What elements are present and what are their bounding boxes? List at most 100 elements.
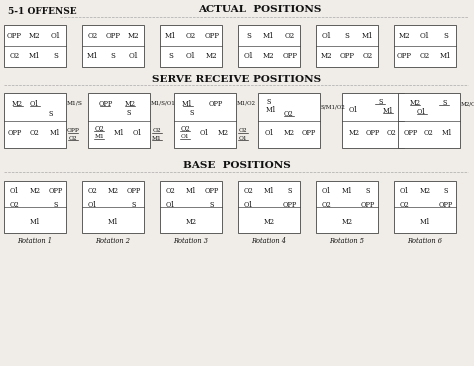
Text: M1: M1 bbox=[164, 31, 176, 40]
Text: BASE  POSITIONS: BASE POSITIONS bbox=[183, 161, 291, 171]
Bar bbox=[238, 181, 300, 233]
Text: O1: O1 bbox=[30, 100, 40, 108]
Bar bbox=[174, 93, 236, 148]
Text: O1: O1 bbox=[238, 135, 247, 141]
Text: OPP: OPP bbox=[302, 128, 316, 137]
Text: OPP: OPP bbox=[361, 201, 375, 209]
Text: O2: O2 bbox=[284, 110, 294, 118]
Text: OPP: OPP bbox=[106, 31, 120, 40]
Text: O1: O1 bbox=[420, 31, 430, 40]
Text: O1: O1 bbox=[321, 31, 331, 40]
Bar bbox=[88, 93, 150, 148]
Text: OPP: OPP bbox=[209, 100, 223, 108]
Text: M1: M1 bbox=[362, 31, 374, 40]
Text: 5-1 OFFENSE: 5-1 OFFENSE bbox=[8, 7, 77, 15]
Text: M1: M1 bbox=[108, 217, 118, 225]
Text: O2: O2 bbox=[69, 135, 77, 141]
Text: M1: M1 bbox=[266, 105, 277, 113]
Text: M2: M2 bbox=[29, 187, 40, 195]
Bar bbox=[160, 181, 222, 233]
Text: O2: O2 bbox=[9, 52, 19, 60]
Bar bbox=[160, 25, 222, 67]
Text: M1: M1 bbox=[264, 187, 274, 195]
Text: M2/O1: M2/O1 bbox=[461, 101, 474, 107]
Bar bbox=[82, 181, 144, 233]
Bar bbox=[4, 181, 66, 233]
Text: M2: M2 bbox=[320, 52, 332, 60]
Text: OPP: OPP bbox=[127, 187, 141, 195]
Text: Rotation 3: Rotation 3 bbox=[173, 237, 209, 245]
Text: S: S bbox=[287, 187, 292, 195]
Text: O2: O2 bbox=[400, 201, 409, 209]
Text: M2: M2 bbox=[218, 128, 229, 137]
Text: O1: O1 bbox=[348, 105, 358, 113]
Text: M1: M1 bbox=[263, 31, 275, 40]
Text: M1: M1 bbox=[29, 217, 40, 225]
Text: M1: M1 bbox=[383, 107, 394, 115]
Text: M1: M1 bbox=[87, 52, 98, 60]
Text: M1: M1 bbox=[152, 135, 162, 141]
Text: M2: M2 bbox=[264, 217, 274, 225]
Text: M2: M2 bbox=[108, 187, 118, 195]
Text: M1/S/O1: M1/S/O1 bbox=[151, 100, 176, 105]
Text: M2: M2 bbox=[341, 217, 353, 225]
Text: S/M1/O2: S/M1/O2 bbox=[321, 104, 346, 109]
Text: O2: O2 bbox=[88, 187, 97, 195]
Text: OPP: OPP bbox=[282, 52, 297, 60]
Text: S: S bbox=[365, 187, 370, 195]
Text: S: S bbox=[378, 98, 383, 106]
Text: M2: M2 bbox=[349, 128, 360, 137]
Text: S: S bbox=[126, 109, 130, 117]
Text: O1: O1 bbox=[51, 31, 61, 40]
Text: M1/S: M1/S bbox=[67, 100, 83, 105]
Bar bbox=[82, 25, 144, 67]
Text: S: S bbox=[53, 52, 58, 60]
Text: M2: M2 bbox=[399, 31, 410, 40]
Text: Rotation 5: Rotation 5 bbox=[329, 237, 365, 245]
Text: O1: O1 bbox=[88, 201, 97, 209]
Text: Rotation 2: Rotation 2 bbox=[95, 237, 130, 245]
Text: O2: O2 bbox=[87, 31, 98, 40]
Bar bbox=[316, 181, 378, 233]
Text: M1: M1 bbox=[419, 217, 430, 225]
Text: M1: M1 bbox=[49, 128, 60, 137]
Text: S: S bbox=[443, 31, 448, 40]
Text: M1: M1 bbox=[185, 187, 197, 195]
Text: S: S bbox=[110, 52, 116, 60]
Text: Rotation 4: Rotation 4 bbox=[252, 237, 286, 245]
Text: OPP: OPP bbox=[397, 52, 412, 60]
Bar bbox=[238, 25, 300, 67]
Bar bbox=[342, 93, 404, 148]
Text: O1: O1 bbox=[9, 187, 19, 195]
Bar bbox=[316, 25, 378, 67]
Text: O2: O2 bbox=[244, 187, 253, 195]
Text: S: S bbox=[131, 201, 136, 209]
Text: SERVE RECEIVE POSITIONS: SERVE RECEIVE POSITIONS bbox=[153, 75, 321, 83]
Text: O1: O1 bbox=[400, 187, 409, 195]
Text: M2: M2 bbox=[125, 100, 136, 108]
Text: M2: M2 bbox=[12, 100, 23, 108]
Text: O2: O2 bbox=[153, 128, 161, 133]
Text: M1: M1 bbox=[440, 52, 451, 60]
Text: O1: O1 bbox=[244, 201, 253, 209]
Text: OPP: OPP bbox=[366, 128, 380, 137]
Text: OPP: OPP bbox=[98, 100, 112, 108]
Text: O1: O1 bbox=[243, 52, 254, 60]
Text: M2: M2 bbox=[206, 52, 218, 60]
Text: OPP: OPP bbox=[204, 31, 219, 40]
Text: S: S bbox=[345, 31, 349, 40]
Text: M2: M2 bbox=[283, 128, 294, 137]
Bar bbox=[258, 93, 320, 148]
Text: M2: M2 bbox=[419, 187, 430, 195]
Text: O2: O2 bbox=[9, 201, 19, 209]
Text: OPP: OPP bbox=[7, 31, 22, 40]
Text: Rotation 1: Rotation 1 bbox=[18, 237, 53, 245]
Text: Rotation 6: Rotation 6 bbox=[408, 237, 443, 245]
Text: O2: O2 bbox=[420, 52, 430, 60]
Text: O1: O1 bbox=[181, 134, 190, 139]
Text: O1: O1 bbox=[264, 128, 274, 137]
Text: OPP: OPP bbox=[205, 187, 219, 195]
Text: OPP: OPP bbox=[283, 201, 297, 209]
Text: S: S bbox=[54, 201, 58, 209]
Text: S: S bbox=[168, 52, 173, 60]
